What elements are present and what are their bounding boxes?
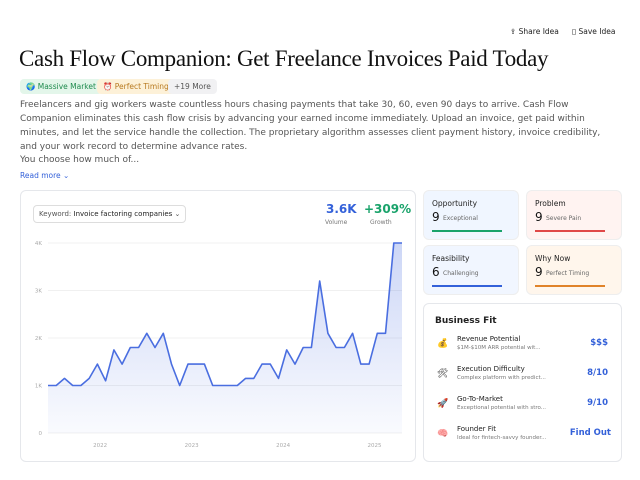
card-bar — [432, 285, 502, 287]
area — [48, 243, 402, 433]
y-tick-label: 4K — [35, 241, 42, 247]
line — [48, 242, 402, 387]
share-button[interactable]: ⇪ Share Idea — [510, 27, 559, 36]
card-bar — [535, 285, 605, 287]
card-label: Perfect Timing — [546, 270, 590, 277]
fit-desc: Complex platform with predict... — [457, 375, 546, 381]
volume: 3.6K — [326, 202, 357, 216]
score-card[interactable]: Opportunity 9 Exceptional — [423, 190, 519, 240]
tag-label: Massive Market — [37, 82, 96, 91]
fit-title: Go-To-Market — [457, 395, 503, 403]
score-card[interactable]: Feasibility 6 Challenging — [423, 245, 519, 295]
fit-desc: Exceptional potential with stro... — [457, 405, 547, 411]
keyword-label: Keyword: — [39, 210, 72, 218]
card-label: Severe Pain — [546, 215, 582, 222]
y-tick-label: 3K — [35, 289, 42, 295]
keyword: Invoice factoring companies — [73, 210, 173, 218]
save-label: Save Idea — [578, 27, 616, 36]
business-fit-title: Business Fit — [435, 316, 497, 326]
share-label: Share Idea — [518, 27, 559, 36]
x-tick-label: 2024 — [276, 443, 290, 449]
card-title: Opportunity — [432, 199, 478, 208]
card-label: Exceptional — [443, 215, 478, 222]
fit-value: $$$ — [590, 338, 608, 348]
growth: +309% — [364, 202, 412, 216]
card-score: 6 — [432, 265, 440, 279]
fit-title: Revenue Potential — [457, 335, 521, 343]
card-title: Why Now — [535, 254, 571, 263]
fit-icon: 🧠 — [437, 429, 449, 439]
business-fit-card — [423, 303, 622, 462]
card-score: 9 — [432, 210, 440, 224]
y-tick-label: 1K — [35, 384, 42, 390]
x-tick-label: 2025 — [368, 443, 382, 449]
fit-icon: 💰 — [437, 339, 449, 349]
tag[interactable]: 🌍 Massive Market — [20, 79, 102, 94]
x-tick-label: 2022 — [93, 443, 107, 449]
chart: 0 1K 2K 3K 4K 2022 2023 2024 2025 — [35, 241, 402, 449]
fit-icon: 🛠 — [437, 369, 449, 379]
description: Freelancers and gig workers waste countl… — [20, 100, 601, 152]
tag[interactable]: ⏰ Perfect Timing — [97, 79, 175, 94]
card-label: Challenging — [443, 270, 479, 277]
y-tick-label: 2K — [35, 336, 42, 342]
card-score: 9 — [535, 265, 543, 279]
volume-label: Volume — [325, 219, 348, 226]
fit-desc: $1M-$10M ARR potential wit... — [457, 345, 541, 351]
score-card[interactable]: Problem 9 Severe Pain — [526, 190, 622, 240]
card-title: Feasibility — [432, 254, 470, 263]
read-more[interactable]: Read more ⌄ — [20, 171, 70, 180]
tag[interactable]: +19 More — [168, 79, 217, 94]
tag-label: Perfect Timing — [114, 82, 169, 91]
x-tick-label: 2023 — [185, 443, 199, 449]
score-card[interactable]: Why Now 9 Perfect Timing — [526, 245, 622, 295]
fit-value: 9/10 — [587, 398, 608, 408]
title: Cash Flow Companion: Get Freelance Invoi… — [19, 46, 549, 71]
fit-desc: Ideal for fintech-savvy founder... — [457, 435, 547, 441]
card-title: Problem — [535, 199, 566, 208]
description: You choose how much of... — [20, 155, 140, 165]
card-bar — [535, 230, 605, 232]
fit-icon: 🚀 — [437, 399, 449, 409]
card-bar — [432, 230, 502, 232]
card-score: 9 — [535, 210, 543, 224]
fit-value[interactable]: Find Out — [569, 428, 611, 438]
fit-title: Execution Difficulty — [457, 365, 525, 373]
fit-value: 8/10 — [587, 368, 608, 378]
keyword-select[interactable]: Keyword: Invoice factoring companies ⌄ — [33, 205, 187, 223]
save-button[interactable]: ▯ Save Idea — [572, 27, 616, 36]
fit-title: Founder Fit — [457, 425, 496, 433]
read-more-label: Read more — [20, 171, 61, 180]
growth-label: Growth — [370, 219, 392, 226]
y-tick-label: 0 — [39, 431, 43, 437]
